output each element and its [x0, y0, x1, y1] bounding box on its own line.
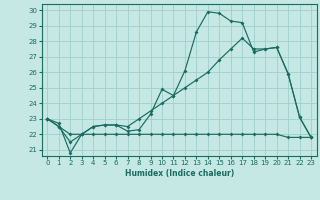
X-axis label: Humidex (Indice chaleur): Humidex (Indice chaleur): [124, 169, 234, 178]
